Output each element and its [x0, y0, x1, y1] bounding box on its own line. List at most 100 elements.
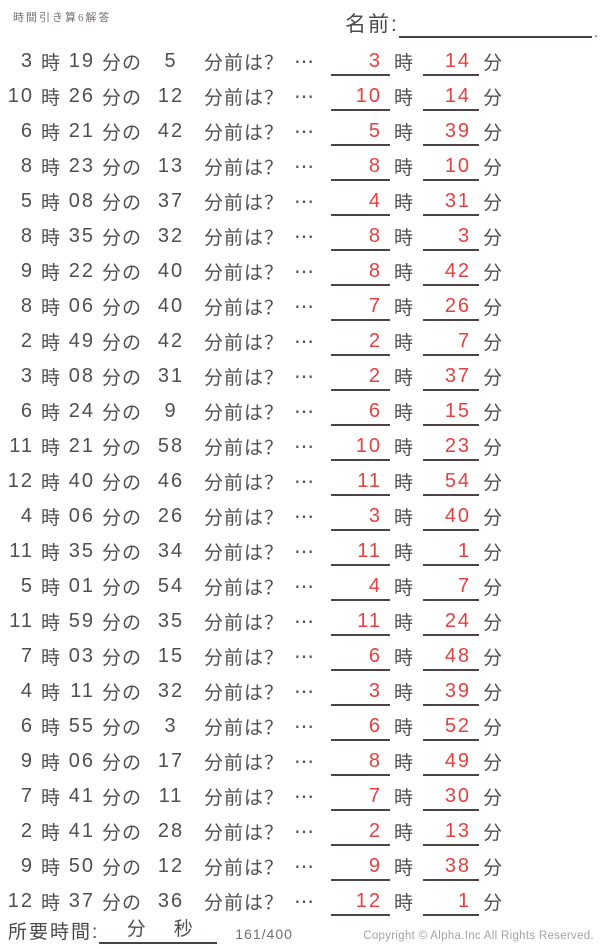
ellipsis: ⋯ — [294, 786, 315, 808]
ellipsis: ⋯ — [294, 506, 315, 528]
minute-label: 分 — [483, 788, 504, 809]
answer-hour-blank: 9 — [331, 853, 391, 881]
hour-label: 時 — [394, 473, 415, 494]
problem-row: 9 時 06 分の 17 分前は？ ⋯ 8 時 49 分 — [0, 744, 600, 779]
hour-label: 時 — [394, 228, 415, 249]
answer-hour: 11 — [357, 469, 383, 492]
hour-label: 時 — [394, 648, 415, 669]
answer-hour: 5 — [368, 119, 383, 142]
question-hour: 10 — [7, 85, 34, 107]
answer-hour-blank: 5 — [331, 118, 391, 146]
minute-of-label: 分の — [102, 438, 143, 459]
minutes-before-label: 分前は？ — [204, 788, 285, 809]
question-subtrahend: 36 — [157, 890, 185, 912]
minute-label: 分 — [483, 543, 504, 564]
minute-of-label: 分の — [102, 473, 143, 494]
minute-label: 分 — [483, 333, 504, 354]
question-subtrahend: 12 — [157, 85, 185, 107]
question-minute: 26 — [68, 85, 96, 107]
minute-label: 分 — [483, 298, 504, 319]
minute-label: 分 — [483, 683, 504, 704]
answer-hour-blank: 3 — [331, 678, 391, 706]
answer-hour-blank: 11 — [331, 608, 391, 636]
minute-label: 分 — [483, 53, 504, 74]
answer-hour: 12 — [355, 889, 383, 912]
answer-minute-blank: 30 — [423, 783, 480, 811]
question-minute: 06 — [68, 295, 96, 317]
minutes-before-label: 分前は？ — [204, 158, 285, 179]
minutes-before-label: 分前は？ — [204, 683, 285, 704]
minutes-before-label: 分前は？ — [204, 893, 285, 914]
problem-row: 5 時 08 分の 37 分前は？ ⋯ 4 時 31 分 — [0, 184, 600, 219]
answer-hour-blank: 11 — [331, 538, 391, 566]
ellipsis: ⋯ — [294, 226, 315, 248]
answer-minute: 26 — [444, 294, 472, 317]
ellipsis: ⋯ — [294, 296, 315, 318]
answer-minute: 30 — [444, 784, 472, 807]
minute-label: 分 — [483, 263, 504, 284]
ellipsis: ⋯ — [294, 331, 315, 353]
problem-row: 7 時 41 分の 11 分前は？ ⋯ 7 時 30 分 — [0, 779, 600, 814]
problem-row: 4 時 11 分の 32 分前は？ ⋯ 3 時 39 分 — [0, 674, 600, 709]
question-hour: 11 — [9, 435, 34, 457]
minutes-unit-label: 分 — [126, 919, 147, 940]
answer-hour-blank: 10 — [331, 83, 391, 111]
answer-minute-blank: 7 — [423, 573, 480, 601]
question-hour: 12 — [7, 470, 34, 492]
question-subtrahend: 35 — [157, 610, 185, 632]
answer-minute: 38 — [444, 854, 472, 877]
answer-minute: 23 — [444, 434, 472, 457]
hour-label: 時 — [394, 543, 415, 564]
question-hour: 2 — [20, 820, 34, 842]
answer-minute-blank: 39 — [423, 118, 480, 146]
hour-label: 時 — [41, 683, 62, 704]
hour-label: 時 — [394, 263, 415, 284]
answer-hour-blank: 3 — [331, 48, 391, 76]
answer-hour-blank: 8 — [331, 748, 391, 776]
answer-hour: 6 — [368, 644, 383, 667]
question-subtrahend: 31 — [157, 365, 185, 387]
hour-label: 時 — [394, 578, 415, 599]
question-minute: 41 — [68, 785, 96, 807]
minutes-before-label: 分前は？ — [204, 578, 285, 599]
hour-label: 時 — [394, 368, 415, 389]
problem-row: 6 時 24 分の 9 分前は？ ⋯ 6 時 15 分 — [0, 394, 600, 429]
problem-row: 11 時 35 分の 34 分前は？ ⋯ 11 時 1 分 — [0, 534, 600, 569]
hour-label: 時 — [394, 438, 415, 459]
question-hour: 11 — [9, 540, 34, 562]
question-subtrahend: 15 — [157, 645, 185, 667]
problem-row: 11 時 59 分の 35 分前は？ ⋯ 11 時 24 分 — [0, 604, 600, 639]
question-minute: 35 — [68, 225, 96, 247]
question-subtrahend: 28 — [157, 820, 185, 842]
answer-minute: 24 — [444, 609, 472, 632]
minutes-before-label: 分前は？ — [204, 543, 285, 564]
question-subtrahend: 5 — [164, 50, 178, 72]
problem-row: 5 時 01 分の 54 分前は？ ⋯ 4 時 7 分 — [0, 569, 600, 604]
problem-row: 9 時 50 分の 12 分前は？ ⋯ 9 時 38 分 — [0, 849, 600, 884]
question-minute: 41 — [68, 820, 96, 842]
hour-label: 時 — [41, 613, 62, 634]
hour-label: 時 — [394, 53, 415, 74]
hour-label: 時 — [41, 333, 62, 354]
minutes-before-label: 分前は？ — [204, 298, 285, 319]
hour-label: 時 — [41, 298, 62, 319]
answer-minute-blank: 3 — [423, 223, 480, 251]
hour-label: 時 — [41, 473, 62, 494]
question-hour: 6 — [20, 400, 34, 422]
answer-minute-blank: 24 — [423, 608, 480, 636]
question-minute: 49 — [68, 330, 96, 352]
answer-minute-blank: 26 — [423, 293, 480, 321]
answer-minute: 14 — [444, 49, 472, 72]
hour-label: 時 — [41, 368, 62, 389]
answer-minute: 37 — [444, 364, 472, 387]
answer-hour: 10 — [355, 84, 383, 107]
minutes-before-label: 分前は？ — [204, 613, 285, 634]
question-hour: 4 — [20, 680, 34, 702]
ellipsis: ⋯ — [294, 751, 315, 773]
minutes-before-label: 分前は？ — [204, 263, 285, 284]
minutes-before-label: 分前は？ — [204, 858, 285, 879]
question-hour: 4 — [20, 505, 34, 527]
answer-minute-blank: 14 — [423, 83, 480, 111]
hour-label: 時 — [394, 893, 415, 914]
answer-minute: 7 — [457, 329, 472, 352]
